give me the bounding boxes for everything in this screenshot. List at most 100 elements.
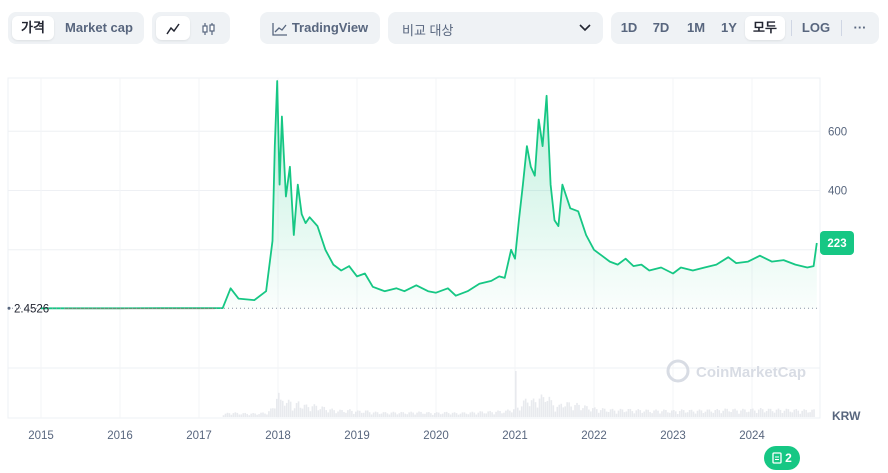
volume-bar [676, 414, 679, 417]
price-point [759, 255, 760, 256]
volume-bar [317, 410, 320, 417]
market-cap-tab[interactable]: Market cap [65, 20, 133, 35]
volume-bar [795, 409, 798, 417]
volume-bar [451, 412, 454, 417]
range-7d-button[interactable]: 7D [652, 20, 670, 35]
volume-bar [291, 410, 294, 417]
volume-bar [775, 409, 778, 417]
volume-bar [524, 398, 527, 417]
x-tick-label: 2016 [107, 430, 133, 442]
volume-bar [331, 408, 333, 417]
volume-bar [568, 402, 570, 417]
volume-bar [542, 397, 545, 417]
volume-bar [546, 400, 549, 417]
volume-bar [339, 409, 341, 417]
range-1m-button[interactable]: 1M [686, 20, 706, 35]
x-tick-label: 2020 [423, 430, 449, 442]
range-all-button[interactable]: 모두 [745, 16, 785, 40]
volume-bar [489, 410, 491, 417]
notes-count: 2 [785, 451, 792, 465]
volume-bar [469, 412, 472, 417]
log-scale-button[interactable]: LOG [801, 20, 831, 35]
line-chart-button[interactable] [156, 16, 190, 40]
volume-bar [368, 412, 371, 417]
volume-bar [584, 405, 586, 417]
volume-bar [487, 411, 489, 417]
price-point [728, 257, 729, 258]
range-1y-button[interactable]: 1Y [721, 20, 737, 35]
price-point [526, 146, 527, 147]
volume-bar [283, 405, 286, 417]
volume-bar [475, 414, 478, 417]
compare-dropdown[interactable]: 비교 대상 [388, 12, 603, 44]
volume-bar [299, 407, 302, 417]
x-tick-label: 2018 [265, 430, 291, 442]
compare-placeholder: 비교 대상 [402, 23, 454, 38]
price-point [522, 184, 523, 185]
volume-bar [455, 413, 458, 417]
volume-bar [744, 409, 746, 417]
candlestick-chart-button[interactable] [192, 16, 226, 40]
volume-bar [773, 412, 776, 417]
price-point [518, 220, 519, 221]
price-point [617, 264, 618, 265]
volume-bar [491, 412, 493, 417]
volume-bar [295, 402, 298, 417]
price-point [661, 267, 662, 268]
volume-bar [495, 411, 497, 417]
volume-bar [570, 406, 572, 417]
notes-badge[interactable]: 2 [764, 446, 800, 470]
watermark: CoinMarketCap [666, 359, 806, 383]
volume-bar [724, 408, 726, 417]
volume-bar [694, 413, 697, 417]
y-tick-label: 600 [828, 126, 847, 138]
volume-bar [688, 410, 691, 417]
price-point [558, 225, 559, 226]
price-point [680, 267, 681, 268]
volume-bar [558, 404, 561, 417]
volume-bar [515, 371, 517, 417]
price-point [542, 146, 543, 147]
price-point [305, 223, 306, 224]
price-point [341, 270, 342, 271]
volume-bar [436, 412, 438, 417]
tradingview-button[interactable]: TradingView [260, 12, 380, 44]
tradingview-text: TradingView [291, 20, 369, 35]
more-options-button[interactable]: ··· [853, 20, 867, 35]
volume-bar [592, 408, 594, 417]
volume-bar [238, 414, 241, 417]
volume-bar [696, 410, 699, 417]
volume-bar [266, 414, 268, 417]
volume-bar [594, 407, 596, 417]
volume-bar [351, 410, 353, 417]
volume-bar [730, 411, 732, 417]
volume-bar [728, 411, 730, 417]
tradingview-label: TradingView [260, 16, 380, 40]
volume-bar [698, 409, 701, 417]
volume-bar [242, 413, 245, 417]
volume-bar [645, 409, 647, 417]
price-point [736, 262, 737, 263]
volume-bar [240, 414, 243, 417]
volume-bar [459, 413, 462, 417]
volume-bar [619, 408, 622, 417]
volume-bar [252, 412, 254, 417]
volume-bar [384, 412, 387, 417]
volume-bar [258, 414, 260, 417]
price-tab[interactable]: 가격 [12, 16, 54, 40]
volume-bar [364, 410, 367, 417]
price-point [272, 240, 273, 241]
volume-bar [321, 406, 324, 417]
volume-bar [783, 410, 786, 417]
range-1d-button[interactable]: 1D [620, 20, 638, 35]
volume-bar [718, 410, 721, 417]
volume-bar [791, 412, 794, 417]
price-point [230, 288, 231, 289]
volume-bar [416, 412, 418, 417]
volume-bar [548, 396, 551, 417]
volume-bar [647, 409, 649, 417]
volume-bar [366, 410, 369, 417]
price-point [416, 285, 417, 286]
y-tick-label: 400 [828, 186, 847, 198]
